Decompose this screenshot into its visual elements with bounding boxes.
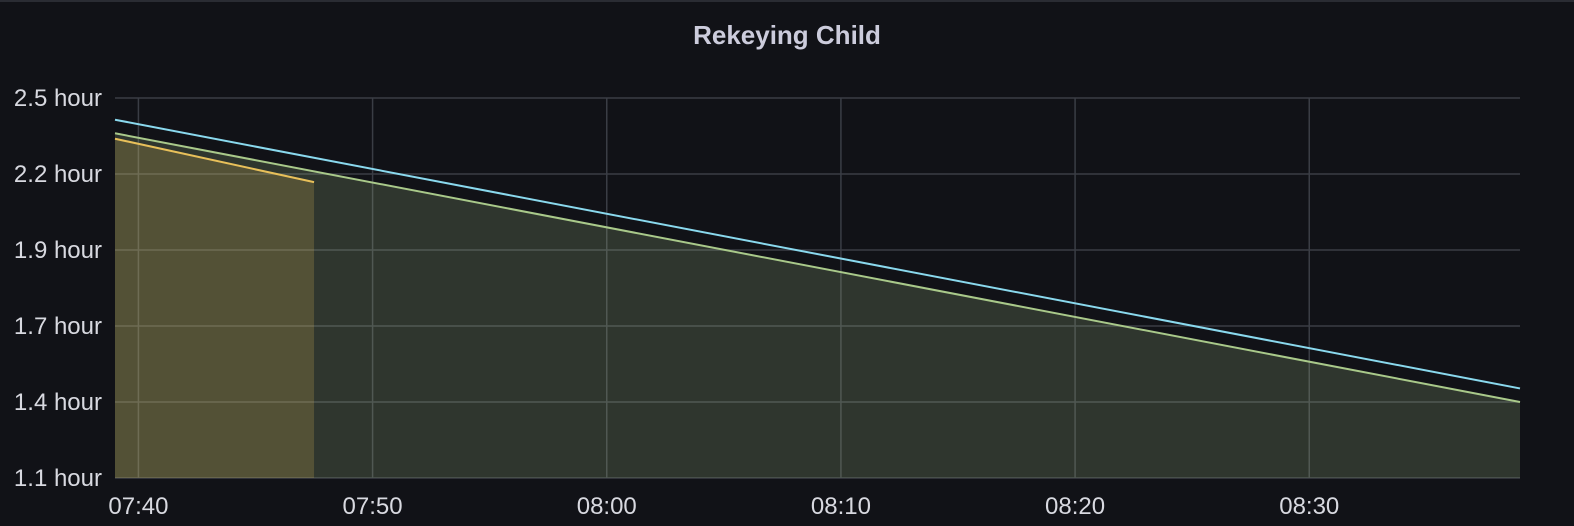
y-axis: 2.5 hour 2.2 hour 1.9 hour 1.7 hour 1.4 hour… [14,85,102,492]
x-axis: 07:40 07:50 08:00 08:10 08:20 08:30 [108,493,1339,520]
y-tick-label: 1.9 hour [14,237,102,264]
x-tick-label: 08:30 [1279,493,1339,520]
series-area-1 [115,133,1520,479]
y-tick-label: 1.1 hour [14,465,102,492]
y-tick-label: 1.4 hour [14,389,102,416]
grid-lines [115,97,1520,479]
y-tick-label: 1.7 hour [14,313,102,340]
x-tick-label: 08:10 [811,493,871,520]
series-lines [114,118,1521,403]
series-line-0[interactable] [114,118,1521,390]
y-tick-label: 2.2 hour [14,161,102,188]
series-line-2[interactable] [114,137,315,184]
x-tick-label: 08:00 [577,493,637,520]
panel-title[interactable]: Rekeying Child [693,20,881,50]
x-tick-label: 07:40 [108,493,168,520]
series-line-1[interactable] [114,132,1521,403]
series-area-2 [115,138,315,478]
x-tick-label: 07:50 [343,493,403,520]
x-tick-label: 08:20 [1045,493,1105,520]
series-areas [115,133,1520,479]
y-tick-label: 2.5 hour [14,85,102,112]
